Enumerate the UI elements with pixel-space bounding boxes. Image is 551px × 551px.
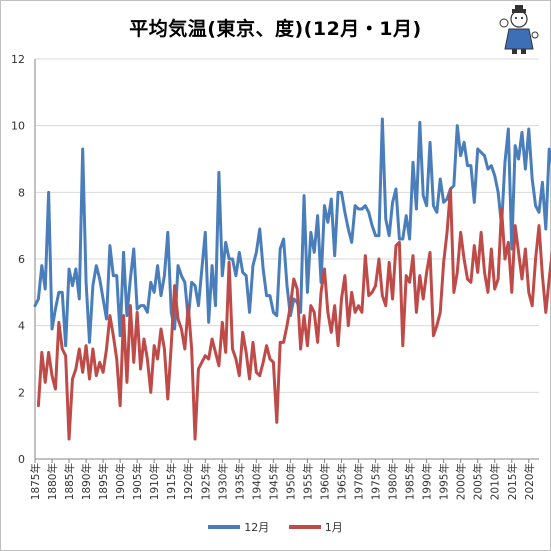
x-tick-label: 2010年: [489, 463, 502, 500]
x-tick-label: 1960年: [318, 463, 331, 500]
x-tick-label: 1885年: [63, 463, 76, 500]
y-tick-label: 10: [11, 120, 25, 133]
y-tick-label: 2: [18, 386, 25, 399]
chart-title: 平均気温(東京、度)(12月・1月): [129, 18, 422, 40]
legend-label-jan: 1月: [324, 521, 343, 534]
x-axis: 1875年 1880年 1885年 1890年 1895年 1900年 1905年 1910年…: [29, 459, 536, 500]
x-tick-label: 1935年: [233, 463, 246, 500]
x-tick-label: 1945年: [267, 463, 280, 500]
legend-label-dec: 12月: [244, 521, 270, 534]
x-tick-label: 1915年: [165, 463, 178, 500]
x-tick-label: 1950年: [284, 463, 297, 500]
x-tick-label: 2000年: [455, 463, 468, 500]
x-tick-label: 1880年: [46, 463, 59, 500]
x-tick-label: 1970年: [353, 463, 366, 500]
x-tick-label: 2020年: [523, 463, 536, 500]
y-tick-label: 12: [11, 53, 25, 66]
x-tick-label: 1975年: [370, 463, 383, 500]
x-tick-label: 1985年: [404, 463, 417, 500]
legend-swatch-dec: [208, 525, 241, 529]
mascot-logo: [499, 5, 539, 54]
x-tick-label: 1955年: [301, 463, 314, 500]
x-tick-label: 1990年: [421, 463, 434, 500]
x-tick-label: 1940年: [250, 463, 263, 500]
series-line-dec: [33, 117, 551, 348]
x-tick-label: 1890年: [80, 463, 93, 500]
x-tick-label: 1910年: [148, 463, 161, 500]
series-line-jan: [36, 187, 551, 441]
y-tick-label: 8: [18, 186, 25, 199]
x-tick-label: 1875年: [29, 463, 42, 500]
legend: 12月 1月: [0, 519, 551, 535]
x-tick-label: 1930年: [216, 463, 229, 500]
x-tick-label: 2005年: [472, 463, 485, 500]
x-tick-label: 1895年: [97, 463, 110, 500]
legend-item-dec: 12月: [208, 519, 269, 535]
y-tick-label: 6: [18, 253, 25, 266]
y-tick-label: 4: [18, 320, 25, 333]
x-tick-label: 1925年: [199, 463, 212, 500]
x-tick-label: 1920年: [182, 463, 195, 500]
series-lines: [33, 117, 551, 441]
x-tick-label: 1995年: [438, 463, 451, 500]
legend-swatch-jan: [288, 525, 321, 529]
x-tick-label: 1900年: [114, 463, 127, 500]
y-tick-label: 0: [18, 453, 25, 466]
x-tick-label: 2015年: [506, 463, 519, 500]
legend-item-jan: 1月: [288, 519, 343, 535]
x-tick-label: 1980年: [387, 463, 400, 500]
x-tick-label: 1965年: [335, 463, 348, 500]
x-tick-label: 1905年: [131, 463, 144, 500]
y-axis: 0 2 4 6 8 10 12: [11, 53, 25, 466]
